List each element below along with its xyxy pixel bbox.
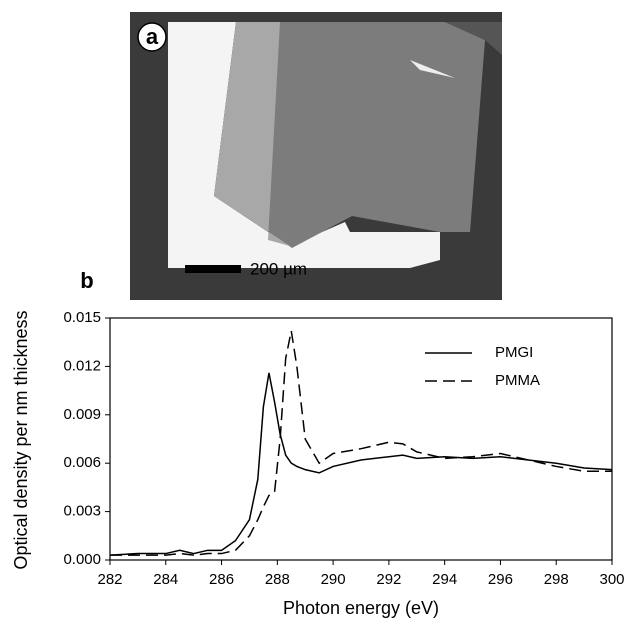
y-tick-label: 0.003 [63,503,101,520]
film [214,22,485,248]
substrate [168,22,440,268]
x-tick-label: 286 [209,571,234,588]
x-tick-label: 292 [376,571,401,588]
y-axis-label: Optical density per nm thickness [11,310,31,569]
x-tick-label: 284 [153,571,178,588]
panel-label-badge [137,22,167,52]
series-line [109,372,613,556]
x-tick-label: 294 [432,571,457,588]
y-tick-label: 0.009 [63,406,101,423]
legend-label: PMMA [495,372,540,389]
plot-frame [109,317,613,561]
x-tick-label: 300 [599,571,624,588]
micrograph: a 200 µm [130,12,502,300]
film-dark [445,22,502,55]
x-tick-label: 290 [321,571,346,588]
panel-label: b [80,268,93,293]
panel-label: a [146,24,159,49]
series-line [110,330,612,556]
y-tick-label: 0.012 [63,357,101,374]
legend-label: PMGI [495,344,533,361]
x-tick-label: 288 [265,571,290,588]
x-tick-label: 282 [97,571,122,588]
x-axis-label: Photon energy (eV) [283,598,439,618]
tear [410,60,455,78]
film-edge [214,22,290,246]
scale-bar [185,265,241,273]
x-tick-label: 296 [488,571,513,588]
y-tick-label: 0.000 [63,551,101,568]
x-tick-label: 298 [544,571,569,588]
y-tick-label: 0.006 [63,454,101,471]
y-tick-label: 0.015 [63,309,101,326]
scale-bar-label: 200 µm [250,259,307,278]
